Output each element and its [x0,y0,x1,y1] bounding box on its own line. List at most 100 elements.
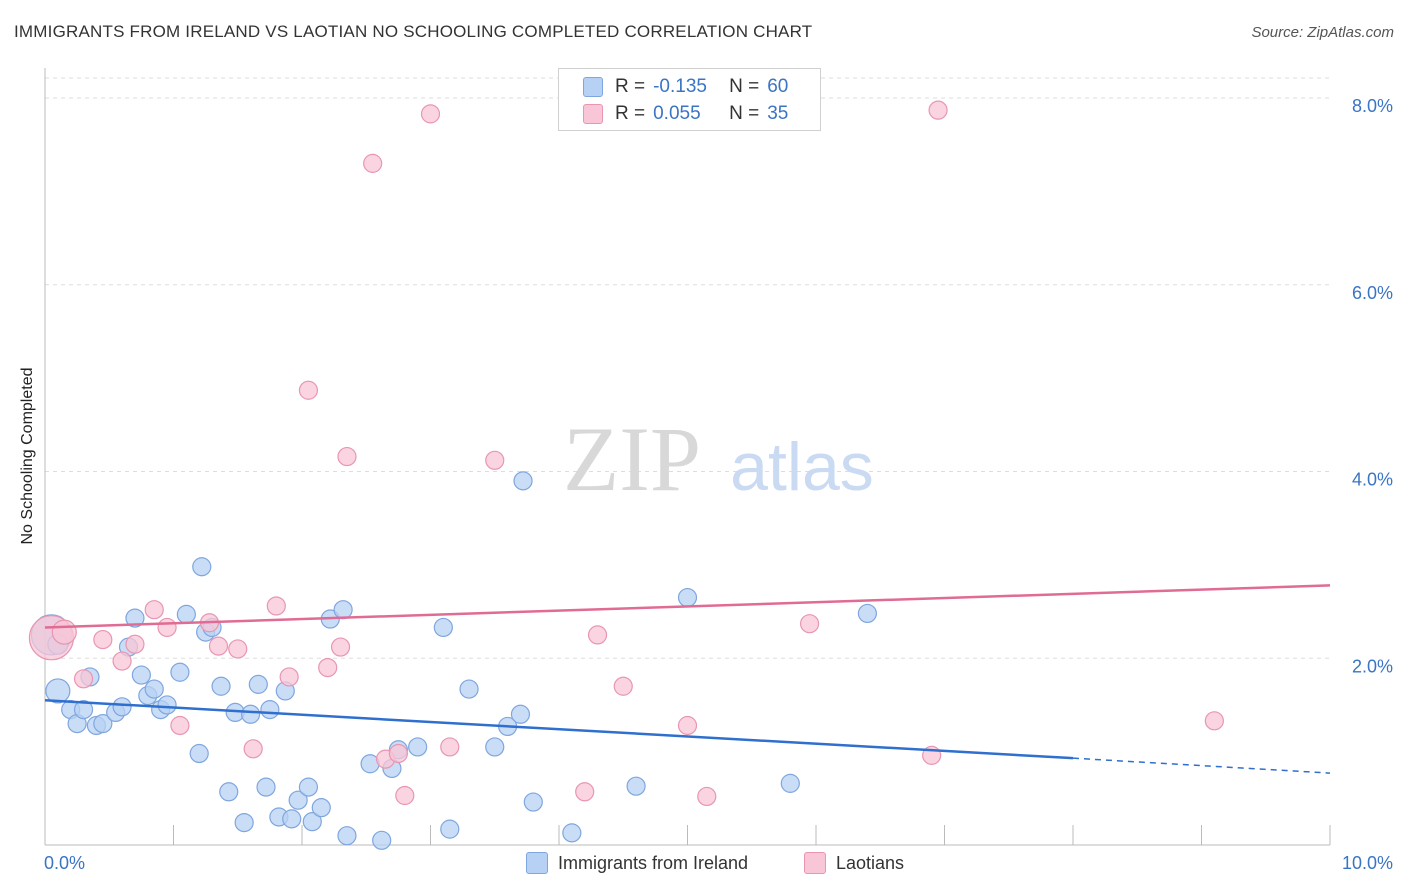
legend-label-laotians: Laotians [836,852,905,873]
point-ireland [333,600,353,620]
point-laotians [157,617,177,638]
watermark: ZIP atlas [563,408,874,510]
point-laotians [125,634,145,654]
point-ireland [433,617,453,638]
point-ireland [372,830,392,850]
series-legend: Immigrants from Ireland Laotians [0,852,1406,878]
point-ireland [298,777,319,797]
y-tick-label: 4.0% [1352,470,1393,490]
point-laotians [73,669,94,689]
point-ireland [144,679,164,699]
x-tick-label: 0.0% [44,853,85,873]
point-laotians [395,785,415,806]
point-laotians [170,715,190,736]
point-ireland [459,679,479,699]
trend-line-laotians [44,584,1331,629]
point-laotians [677,715,698,736]
point-ireland [219,782,239,802]
source-label: Source: ZipAtlas.com [1251,24,1394,41]
point-laotians [330,637,351,657]
point-laotians [266,596,286,616]
point-laotians [613,676,633,696]
point-ireland [780,773,800,793]
point-ireland [260,700,280,720]
legend-swatch-laotians [583,104,603,124]
point-ireland [408,737,428,757]
point-ireland [45,678,71,704]
legend-n-label: N = [729,76,760,97]
point-ireland [93,714,113,734]
point-ireland [440,819,460,839]
point-ireland [510,704,531,724]
point-laotians [485,450,505,470]
watermark-zip: ZIP [563,408,701,510]
point-laotians [243,739,263,759]
point-ireland [337,826,357,846]
legend-swatch-ireland [526,852,548,874]
chart-title: IMMIGRANTS FROM IRELAND VS LAOTIAN NO SC… [14,22,813,41]
legend-r-value-ireland: -0.135 [653,76,707,97]
point-laotians [144,600,164,620]
point-ireland [170,662,190,682]
legend-n-value-ireland: 60 [767,76,789,97]
point-ireland [857,603,878,624]
point-laotians [799,614,820,634]
y-tick-label: 6.0% [1352,283,1393,303]
point-ireland [677,587,698,608]
point-ireland [248,674,268,694]
point-ireland [523,792,543,812]
gridlines [45,77,1330,659]
point-laotians [420,104,441,124]
point-laotians [112,651,132,671]
point-laotians [575,782,595,802]
point-ireland [256,777,276,797]
point-ireland [485,737,505,757]
point-ireland [234,812,254,833]
point-ireland [157,695,177,715]
point-laotians [318,657,338,678]
point-ireland [189,743,209,764]
point-ireland [562,823,582,843]
point-laotians [388,743,408,764]
point-laotians [228,639,248,659]
x-tick-label: 10.0% [1342,853,1393,873]
legend-label-ireland: Immigrants from Ireland [558,852,749,873]
point-laotians [51,619,77,645]
point-ireland [176,604,196,624]
point-ireland [241,704,261,724]
point-laotians [279,667,299,687]
point-ireland [626,776,646,796]
legend-r-label: R = [615,76,646,97]
point-laotians [337,446,357,467]
point-ireland [513,471,533,491]
legend-row-laotians: R = 0.055 N = 35 [583,102,788,126]
point-laotians [208,636,229,656]
legend-item-ireland[interactable]: Immigrants from Ireland [526,852,748,874]
point-ireland [302,812,322,832]
stats-legend: R = -0.135 N = 60 R = 0.055 N = 35 [558,68,821,131]
legend-r-value-laotians: 0.055 [653,103,701,124]
y-tick-label: 2.0% [1352,656,1393,676]
axes [44,68,1331,846]
legend-n-value-laotians: 35 [767,103,789,124]
point-laotians [1204,711,1224,731]
legend-item-laotians[interactable]: Laotians [804,852,904,874]
point-ireland [112,697,132,717]
point-laotians [697,786,717,807]
point-ireland [282,809,302,829]
series-ireland-points [30,471,878,850]
tick-labels: 2.0% 4.0% 6.0% 8.0% 0.0% 10.0% [44,96,1393,873]
point-laotians [93,629,113,650]
trend-lines [44,584,1331,774]
point-ireland [73,700,94,720]
trend-line-ireland-extension [1072,757,1331,774]
point-ireland [311,798,331,818]
legend-r-label: R = [615,103,646,124]
series-laotians-points [28,100,1224,807]
legend-n-label: N = [729,103,760,124]
point-ireland [131,665,151,685]
point-laotians [298,380,319,400]
point-ireland [192,557,212,577]
point-laotians [363,153,383,173]
